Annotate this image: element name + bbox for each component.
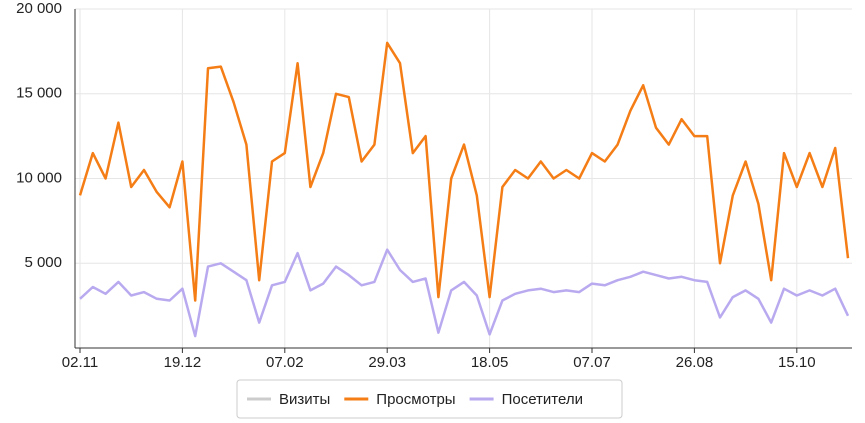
y-tick-label: 20 000 (16, 0, 62, 17)
x-tick-label: 07.02 (266, 354, 304, 371)
y-tick-label: 10 000 (16, 169, 62, 186)
series-line (79, 248, 850, 338)
legend-label[interactable]: Посетители (502, 391, 583, 408)
y-tick-label: 5 000 (24, 254, 62, 271)
x-tick-label: 15.10 (778, 354, 816, 371)
x-tick-label: 29.03 (368, 354, 406, 371)
x-tick-label: 26.08 (676, 354, 714, 371)
x-tick-label: 07.07 (573, 354, 611, 371)
legend-label[interactable]: Визиты (279, 391, 330, 408)
series-line (78, 41, 850, 302)
y-tick-label: 15 000 (16, 85, 62, 102)
x-tick-label: 02.11 (62, 354, 98, 371)
legend-box (236, 379, 623, 419)
x-tick-label: 18.05 (471, 354, 509, 371)
legend-label[interactable]: Просмотры (376, 391, 455, 408)
x-tick-label: 19.12 (164, 354, 202, 371)
